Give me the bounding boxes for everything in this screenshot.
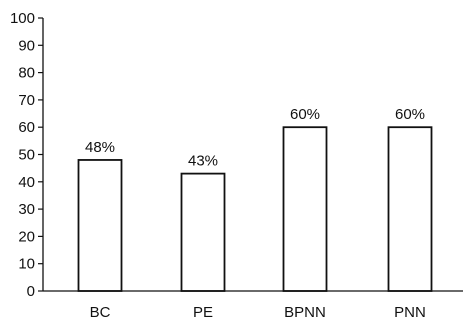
y-tick-label: 80 xyxy=(18,65,35,82)
bar-pe xyxy=(180,172,226,292)
y-tick-label: 50 xyxy=(18,147,35,164)
data-label-pnn: 60% xyxy=(395,106,425,123)
y-tick-label: 90 xyxy=(18,37,35,54)
y-axis-ticks: 0 10 20 30 40 50 60 70 80 90 100 xyxy=(10,10,43,300)
bars xyxy=(77,126,433,292)
y-tick-label: 10 xyxy=(18,256,35,273)
y-tick-label: 40 xyxy=(18,174,35,191)
y-tick-label: 30 xyxy=(18,201,35,218)
x-tick-label-pe: PE xyxy=(193,304,213,321)
x-tick-label-bpnn: BPNN xyxy=(284,304,326,321)
y-tick-label: 20 xyxy=(18,228,35,245)
y-tick-label: 100 xyxy=(10,10,35,27)
y-tick-label: 60 xyxy=(18,119,35,136)
y-tick-label: 70 xyxy=(18,92,35,109)
x-tick-label-pnn: PNN xyxy=(394,304,426,321)
bar-bc xyxy=(77,159,123,292)
x-tick-label-bc: BC xyxy=(90,304,111,321)
data-labels: 48% 43% 60% 60% xyxy=(85,106,425,169)
data-label-pe: 43% xyxy=(188,153,218,170)
data-label-bc: 48% xyxy=(85,139,115,156)
y-tick-label: 0 xyxy=(27,283,35,300)
bar-bpnn xyxy=(282,126,328,292)
x-axis-labels: BC PE BPNN PNN xyxy=(90,304,426,321)
bar-pnn xyxy=(387,126,433,292)
data-label-bpnn: 60% xyxy=(290,106,320,123)
